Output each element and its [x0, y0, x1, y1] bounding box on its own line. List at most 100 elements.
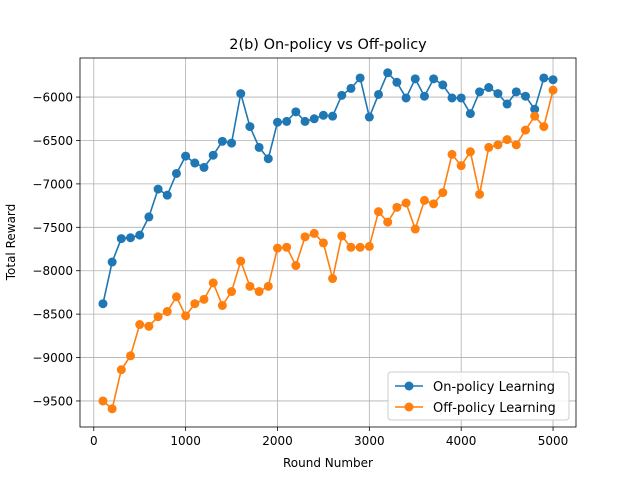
x-tick-label: 4000	[446, 434, 477, 448]
x-axis-label: Round Number	[283, 456, 373, 470]
legend-label-on-policy: On-policy Learning	[433, 380, 555, 395]
data-point-off-policy	[447, 149, 457, 159]
data-point-off-policy	[254, 287, 264, 297]
data-point-off-policy	[355, 242, 365, 252]
data-point-off-policy	[263, 281, 273, 291]
data-point-off-policy	[300, 232, 310, 242]
data-point-on-policy	[401, 93, 411, 103]
data-point-off-policy	[208, 278, 218, 288]
data-point-on-policy	[374, 89, 384, 99]
data-point-on-policy	[190, 158, 200, 168]
data-point-off-policy	[502, 135, 512, 145]
data-point-on-policy	[282, 116, 292, 126]
plot-frame	[79, 57, 577, 428]
data-point-off-policy	[135, 320, 145, 330]
data-point-off-policy	[346, 242, 356, 252]
y-tick-label: −8000	[32, 264, 73, 278]
data-point-on-policy	[419, 91, 429, 101]
data-point-on-policy	[263, 154, 273, 164]
data-point-off-policy	[429, 199, 439, 209]
data-point-on-policy	[126, 233, 136, 243]
data-point-on-policy	[309, 114, 319, 124]
x-axis-ticks: 0 1000 2000 3000 4000 5000	[90, 427, 568, 448]
y-tick-label: −7500	[32, 221, 73, 235]
data-point-on-policy	[364, 112, 374, 122]
data-point-on-policy	[447, 93, 457, 103]
data-point-off-policy	[475, 189, 485, 199]
y-tick-label: −8500	[32, 308, 73, 322]
data-point-on-policy	[272, 117, 282, 127]
data-point-off-policy	[419, 195, 429, 205]
y-tick-label: −9000	[32, 351, 73, 365]
data-point-off-policy	[520, 125, 530, 135]
data-point-on-policy	[199, 162, 209, 172]
data-point-on-policy	[181, 151, 191, 161]
data-point-off-policy	[511, 140, 521, 150]
legend-box	[387, 371, 570, 421]
data-point-off-policy	[364, 241, 374, 251]
data-point-on-policy	[484, 83, 494, 93]
data-point-on-policy	[520, 91, 530, 101]
data-point-off-policy	[328, 274, 338, 284]
data-point-on-policy	[208, 150, 218, 160]
data-point-off-policy	[171, 292, 181, 302]
data-point-on-policy	[153, 184, 163, 194]
data-point-on-policy	[245, 122, 255, 132]
x-tick-label: 2000	[262, 434, 293, 448]
data-point-off-policy	[548, 85, 558, 95]
data-point-off-policy	[116, 365, 126, 375]
data-point-off-policy	[438, 188, 448, 198]
data-point-off-policy	[484, 142, 494, 152]
data-point-on-policy	[355, 73, 365, 83]
data-point-on-policy	[337, 90, 347, 100]
data-point-on-policy	[254, 142, 264, 152]
data-point-off-policy	[245, 281, 255, 291]
data-point-off-policy	[107, 404, 117, 414]
data-point-on-policy	[144, 212, 154, 222]
y-axis-label: Total Reward	[4, 204, 18, 282]
data-point-off-policy	[144, 321, 154, 331]
data-point-on-policy	[493, 89, 503, 99]
data-point-on-policy	[465, 109, 475, 119]
data-point-on-policy	[328, 111, 338, 121]
data-point-on-policy	[429, 74, 439, 84]
data-point-off-policy	[401, 198, 411, 208]
data-point-on-policy	[346, 83, 356, 93]
data-point-off-policy	[309, 228, 319, 238]
data-point-on-policy	[438, 80, 448, 90]
data-point-on-policy	[392, 77, 402, 87]
data-point-off-policy	[98, 396, 108, 406]
data-point-on-policy	[410, 74, 420, 84]
data-point-on-policy	[227, 138, 237, 148]
series-layer	[98, 68, 558, 414]
series-off-policy	[98, 85, 558, 414]
data-point-off-policy	[217, 300, 227, 310]
data-point-off-policy	[383, 217, 393, 227]
data-point-on-policy	[236, 89, 246, 99]
data-point-on-policy	[291, 107, 301, 117]
legend-marker-off-policy	[404, 402, 414, 412]
y-tick-label: −6500	[32, 134, 73, 148]
x-tick-label: 5000	[538, 434, 569, 448]
data-point-off-policy	[227, 287, 237, 297]
data-point-off-policy	[410, 224, 420, 234]
data-point-off-policy	[318, 238, 328, 248]
x-tick-label: 0	[90, 434, 98, 448]
legend-marker-on-policy	[404, 381, 414, 391]
data-point-on-policy	[530, 104, 540, 114]
y-axis-ticks: −9500 −9000 −8500 −8000 −7500 −7000 −6500 −6000	[32, 91, 80, 408]
data-point-on-policy	[135, 230, 145, 240]
x-tick-label: 3000	[354, 434, 385, 448]
data-point-off-policy	[374, 207, 384, 217]
data-point-on-policy	[511, 87, 521, 97]
data-point-on-policy	[107, 257, 117, 267]
data-point-on-policy	[162, 190, 172, 200]
data-point-off-policy	[392, 202, 402, 212]
data-point-off-policy	[190, 299, 200, 309]
data-point-off-policy	[539, 122, 549, 132]
data-point-on-policy	[475, 87, 485, 97]
legend-label-off-policy: Off-policy Learning	[433, 401, 556, 416]
y-tick-label: −9500	[32, 394, 73, 408]
data-point-off-policy	[153, 312, 163, 322]
